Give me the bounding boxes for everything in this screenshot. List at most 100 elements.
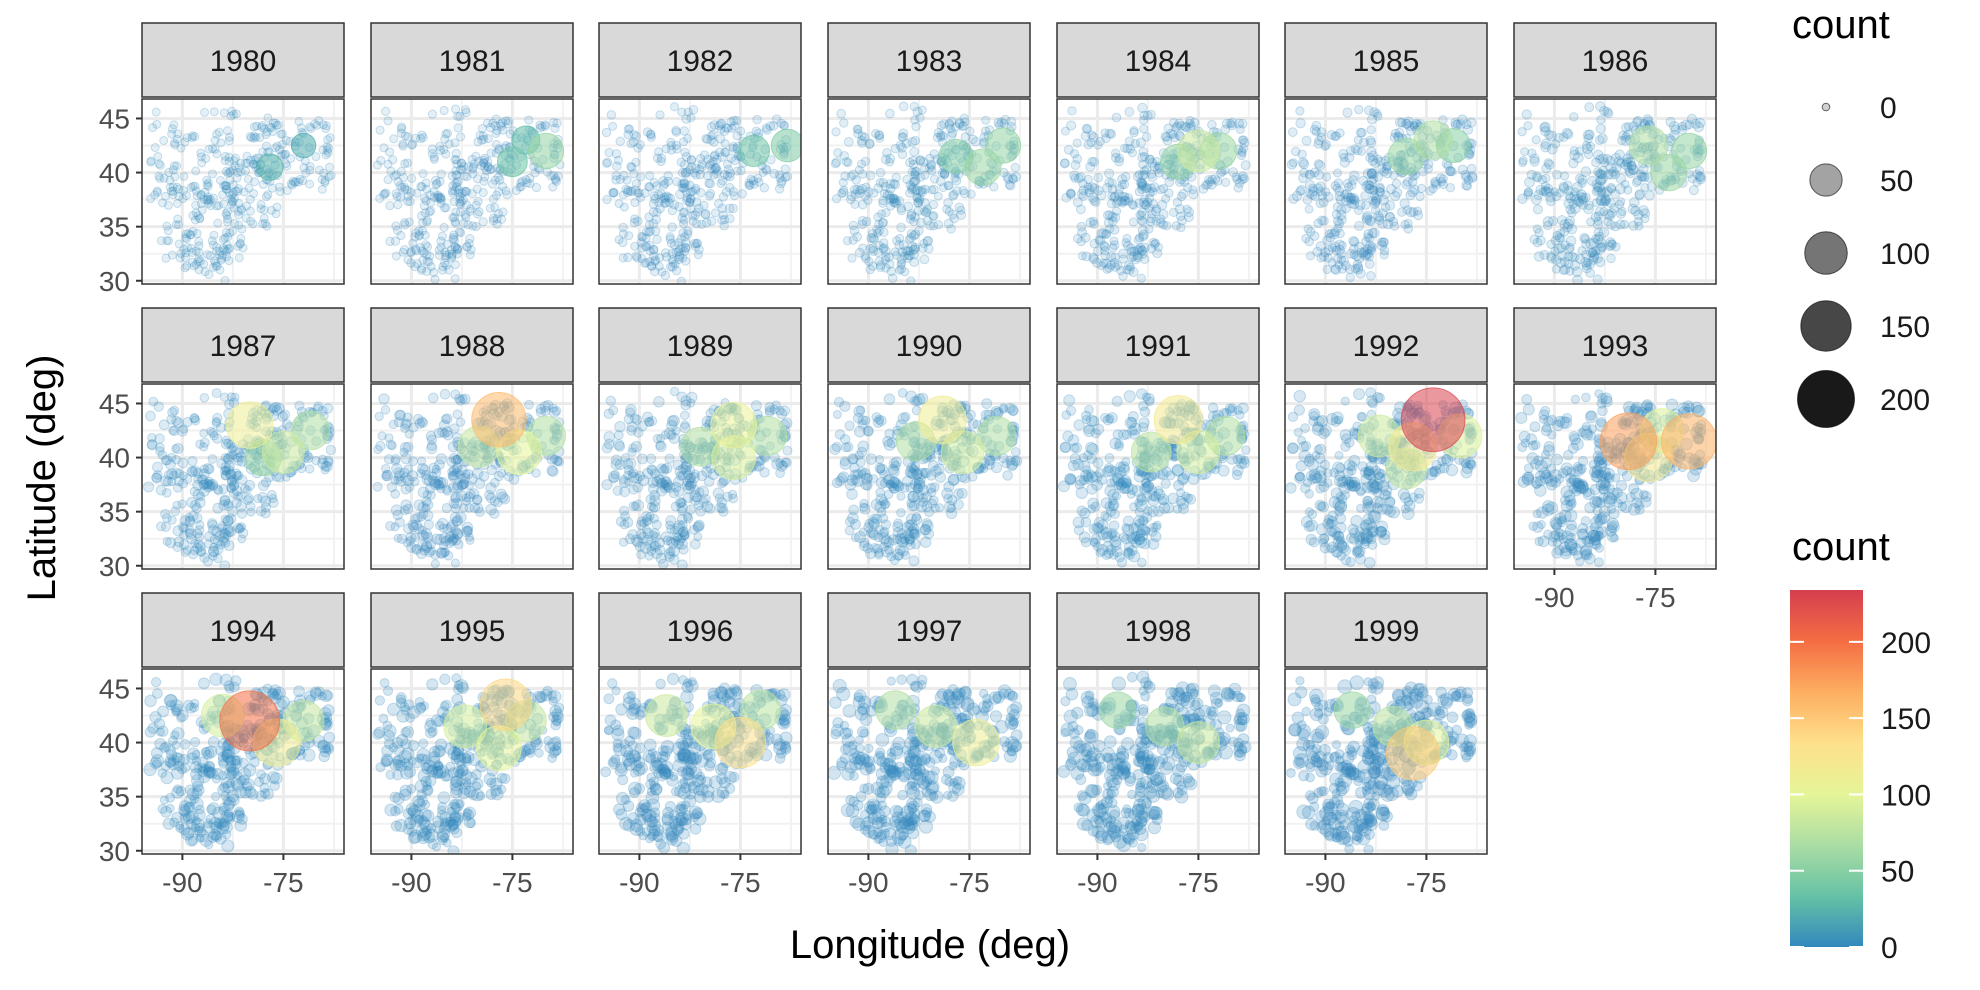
data-point [623, 124, 633, 134]
data-point [161, 513, 172, 523]
data-point [468, 162, 478, 173]
data-point [1241, 445, 1251, 455]
data-point [456, 197, 467, 207]
data-point [1593, 211, 1604, 221]
data-point [463, 468, 474, 480]
data-point [1171, 221, 1181, 231]
data-point [1640, 208, 1651, 219]
data-point [1010, 446, 1021, 457]
data-point [222, 530, 232, 540]
data-point [1085, 441, 1098, 455]
data-point [234, 447, 244, 458]
data-point [1076, 221, 1087, 232]
data-point [373, 444, 383, 455]
data-point [1600, 158, 1610, 168]
data-point [630, 534, 643, 547]
data-point [399, 447, 409, 457]
data-point [641, 257, 651, 268]
data-point [1061, 192, 1072, 203]
data-bubble [1650, 153, 1688, 192]
data-point [644, 539, 657, 552]
data-point [865, 170, 876, 181]
data-point [160, 455, 171, 466]
data-point [689, 168, 699, 178]
data-point [683, 226, 693, 236]
data-point [211, 388, 222, 399]
data-point [1101, 229, 1112, 239]
data-point [220, 180, 230, 190]
data-point [661, 481, 671, 491]
data-point [944, 120, 955, 130]
data-point [857, 415, 868, 426]
data-point [444, 531, 456, 543]
data-point [152, 186, 162, 196]
data-point [750, 400, 762, 412]
data-point [678, 243, 688, 253]
data-point [1341, 203, 1351, 214]
data-point [230, 218, 240, 228]
data-point [150, 190, 160, 200]
data-point [1562, 180, 1573, 191]
data-point [1611, 162, 1622, 173]
data-point [1369, 185, 1379, 195]
data-point [716, 125, 726, 135]
data-point [1445, 166, 1455, 176]
data-point [704, 178, 714, 188]
data-point [190, 539, 200, 549]
data-point [427, 149, 437, 159]
data-point [422, 256, 432, 267]
data-point [221, 208, 231, 218]
data-point [195, 256, 205, 266]
data-point [929, 482, 940, 493]
data-point [239, 187, 249, 197]
data-point [1365, 251, 1375, 262]
data-point [414, 231, 424, 241]
data-point [222, 252, 232, 262]
data-point [1137, 523, 1149, 536]
data-point [1374, 213, 1385, 223]
data-point [680, 232, 690, 242]
data-point [1136, 246, 1147, 257]
data-point [221, 184, 231, 194]
data-point [837, 471, 850, 483]
data-point [844, 478, 857, 491]
data-point [628, 468, 639, 478]
data-point [1083, 473, 1094, 485]
data-point [196, 199, 206, 209]
data-point [416, 511, 427, 522]
data-point [422, 266, 432, 277]
data-point [249, 189, 259, 199]
data-point [723, 164, 734, 175]
data-point [889, 482, 900, 494]
data-point [726, 117, 736, 127]
data-point [453, 123, 463, 133]
data-point [1124, 264, 1135, 276]
data-point [422, 215, 432, 225]
data-point [660, 179, 670, 189]
data-point [769, 168, 779, 179]
data-point [1297, 157, 1309, 168]
data-point [209, 107, 219, 117]
data-point [1695, 174, 1706, 185]
data-point [1124, 136, 1135, 146]
data-point [1405, 207, 1417, 218]
data-point [1111, 491, 1122, 501]
data-point [1543, 183, 1554, 194]
data-point [205, 194, 215, 204]
data-point [1359, 137, 1369, 148]
data-point [425, 430, 437, 442]
data-point [432, 178, 442, 189]
data-point [1558, 132, 1569, 142]
data-point [900, 536, 910, 546]
data-point [706, 135, 717, 145]
data-point [1602, 106, 1613, 117]
data-point [1330, 131, 1340, 142]
data-point [1366, 216, 1376, 227]
data-point [1139, 483, 1151, 495]
data-point [220, 438, 232, 450]
data-point [459, 503, 469, 513]
data-point [1563, 251, 1574, 262]
data-point [604, 147, 614, 158]
data-point [844, 525, 855, 536]
data-point [454, 393, 465, 404]
